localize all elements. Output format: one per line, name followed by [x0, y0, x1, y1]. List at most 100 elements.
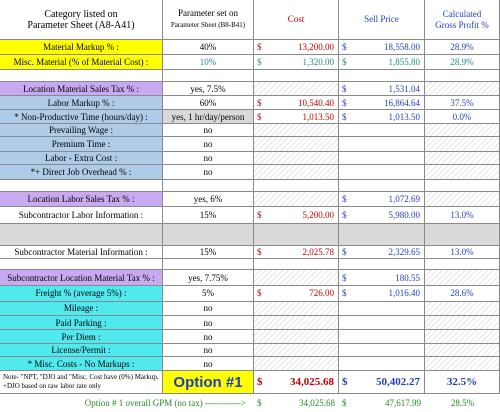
row-cost: 13,200.00 — [298, 42, 334, 53]
row-parameter-cell[interactable]: no — [163, 315, 254, 331]
row-parameter: 10% — [199, 57, 217, 68]
header-row: Category listed on Parameter Sheet (A8-A4… — [0, 0, 500, 40]
row-parameter-cell[interactable]: yes, 7.5% — [163, 82, 254, 96]
table-row: Material Markup % :40% $13,200.00 $18,558.… — [0, 40, 500, 56]
row-label-cell: Subcontractor Location Material Tax % : — [0, 270, 163, 287]
row-gp-cell — [425, 137, 500, 152]
row-sell-cell — [339, 224, 425, 246]
dollar-sign: $ — [342, 57, 347, 68]
row-label-cell: Labor - Extra Cost : — [0, 151, 163, 166]
row-parameter: no — [203, 303, 213, 314]
table-row: Subcontractor Material Information : 15% $… — [0, 245, 500, 260]
row-cost-cell — [254, 357, 339, 371]
dollar-sign: $ — [342, 246, 347, 257]
row-gp-cell — [425, 179, 500, 193]
row-sell: 1,013.50 — [388, 111, 421, 122]
header-category: Category listed on Parameter Sheet (A8-A4… — [0, 0, 163, 40]
row-parameter-cell[interactable]: no — [163, 123, 254, 138]
dollar-sign: $ — [257, 209, 262, 220]
row-label: Labor - Extra Cost : — [45, 153, 117, 164]
row-cost-cell: $13,200.00 — [254, 40, 339, 56]
dollar-sign: $ — [257, 246, 262, 257]
row-parameter: 15% — [199, 246, 217, 257]
row-sell-cell — [339, 137, 425, 152]
row-sell: 1,072.69 — [388, 194, 421, 205]
row-gp: 13.0% — [450, 209, 474, 220]
row-gp-cell — [425, 224, 500, 246]
row-sell-cell: $18,558.00 — [339, 40, 425, 56]
row-cost-cell: $10,540.40 — [254, 95, 339, 111]
option-label-cell[interactable]: Option #1 — [163, 371, 254, 394]
row-parameter: yes, 7.75% — [188, 272, 228, 283]
row-parameter-cell[interactable]: no — [163, 137, 254, 152]
row-parameter-cell[interactable]: yes, 7.75% — [163, 270, 254, 287]
row-label-cell: Per Diem : — [0, 330, 163, 344]
row-label: Subcontractor Labor Information : — [18, 209, 144, 220]
dollar-sign: $ — [342, 194, 347, 205]
row-parameter-cell[interactable]: 5% — [163, 286, 254, 302]
table-row — [0, 69, 500, 83]
row-label-cell: Subcontractor Material Information : — [0, 245, 163, 260]
row-cost-cell — [254, 179, 339, 193]
row-cost-cell: $5,200.00 — [254, 206, 339, 224]
row-gp-cell — [425, 192, 500, 207]
row-parameter-cell[interactable] — [163, 69, 254, 83]
row-parameter-cell[interactable] — [163, 224, 254, 246]
row-parameter-cell[interactable]: yes, 1 hr/day/person — [163, 110, 254, 124]
row-sell: 1,855.80 — [388, 57, 421, 68]
row-sell-cell — [339, 301, 425, 316]
row-parameter: no — [203, 153, 213, 164]
row-gp-cell: 13.0% — [425, 206, 500, 224]
row-parameter-cell[interactable]: 40% — [163, 40, 254, 56]
row-parameter-cell[interactable]: yes, 6% — [163, 192, 254, 207]
row-sell-cell: $1,072.69 — [339, 192, 425, 207]
row-sell: 1,531.04 — [388, 83, 421, 94]
row-sell-cell — [339, 165, 425, 180]
row-sell-cell — [339, 330, 425, 344]
row-parameter: no — [203, 358, 213, 369]
dollar-sign: $ — [342, 272, 347, 283]
row-label-cell: License/Permit : — [0, 343, 163, 358]
row-parameter: yes, 6% — [193, 194, 223, 205]
row-label: Per Diem : — [61, 331, 101, 342]
row-label: Subcontractor Material Information : — [14, 246, 148, 257]
row-parameter-cell[interactable]: no — [163, 301, 254, 316]
row-parameter-cell[interactable]: 15% — [163, 206, 254, 224]
row-label: Paid Parking : — [55, 317, 107, 328]
footer-sell: $47,617.99 — [339, 394, 425, 412]
row-cost-cell — [254, 137, 339, 152]
summary-sell: $50,402.27 — [339, 371, 425, 394]
row-parameter-cell[interactable] — [163, 179, 254, 193]
row-parameter: yes, 7.5% — [190, 83, 226, 94]
row-cost-cell — [254, 330, 339, 344]
row-parameter-cell[interactable]: 60% — [163, 95, 254, 111]
row-parameter-cell[interactable]: no — [163, 343, 254, 358]
row-cost-cell: $726.00 — [254, 286, 339, 302]
row-cost-cell — [254, 343, 339, 358]
row-gp-cell — [425, 301, 500, 316]
row-label: Freight % (average 5%) : — [35, 288, 127, 299]
row-cost-cell — [254, 69, 339, 83]
row-gp-cell — [425, 82, 500, 96]
row-gp-cell: 28.6% — [425, 286, 500, 302]
row-parameter-cell[interactable]: no — [163, 357, 254, 371]
row-parameter-cell[interactable]: no — [163, 151, 254, 166]
summary-sell-value: 50,402.27 — [376, 376, 420, 388]
row-parameter-cell[interactable] — [163, 259, 254, 270]
summary-row: Note- "NPT, "DJO and "Misc. Cost have (0… — [0, 371, 500, 394]
header-cost-label: Cost — [287, 14, 305, 24]
dollar-sign: $ — [342, 83, 347, 94]
table-row — [0, 224, 500, 246]
summary-gp-value: 32.5% — [446, 376, 478, 388]
table-row: *+ Direct Job Overhead % : no — [0, 165, 500, 180]
dollar-sign: $ — [257, 376, 263, 388]
row-parameter-cell[interactable]: 10% — [163, 55, 254, 70]
row-cost: 10,540.40 — [298, 97, 334, 108]
row-parameter-cell[interactable]: 15% — [163, 245, 254, 260]
row-parameter-cell[interactable]: no — [163, 165, 254, 180]
row-gp-cell — [425, 270, 500, 287]
row-label-cell: Premium Time : — [0, 137, 163, 152]
row-sell-cell: $1,016.40 — [339, 286, 425, 302]
row-parameter-cell[interactable]: no — [163, 330, 254, 344]
row-label-cell: Paid Parking : — [0, 315, 163, 331]
